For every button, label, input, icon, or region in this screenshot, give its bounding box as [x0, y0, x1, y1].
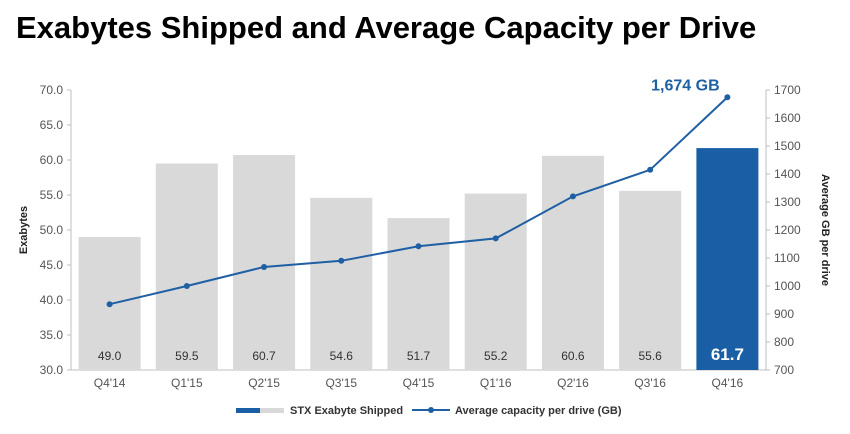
bar-value-label: 55.2: [484, 349, 508, 363]
bar-value-label: 51.7: [407, 349, 431, 363]
bar-value-label: 59.5: [175, 349, 199, 363]
y-axis-title: Exabytes: [18, 206, 30, 254]
legend-label-line: Average capacity per drive (GB): [455, 405, 622, 417]
right-tick-label: 1200: [774, 223, 801, 237]
x-tick-label: Q4'15: [403, 376, 435, 390]
right-tick-label: 1700: [774, 83, 801, 97]
line-point-3: [338, 257, 345, 264]
bar-2: [233, 155, 296, 370]
left-tick-label: 35.0: [40, 328, 64, 342]
right-tick-label: 1300: [774, 195, 801, 209]
bar-4: [387, 218, 450, 370]
legend-swatch-highlight: [236, 408, 260, 413]
chart-title: Exabytes Shipped and Average Capacity pe…: [16, 10, 757, 45]
bar-value-label: 61.7: [711, 345, 744, 364]
bar-value-label: 60.7: [252, 349, 276, 363]
line-point-8: [724, 94, 731, 101]
bar-value-label: 54.6: [330, 349, 354, 363]
line-series: [106, 94, 731, 308]
left-tick-label: 65.0: [40, 118, 64, 132]
left-tick-label: 30.0: [40, 363, 64, 377]
bar-5: [464, 193, 527, 370]
right-tick-label: 1600: [774, 111, 801, 125]
bar-6: [541, 155, 604, 370]
line-point-2: [261, 263, 268, 270]
left-tick-label: 45.0: [40, 258, 64, 272]
line-point-5: [492, 235, 499, 242]
bar-value-label: 49.0: [98, 349, 122, 363]
x-tick-label: Q1'15: [171, 376, 203, 390]
x-tick-label: Q3'16: [634, 376, 666, 390]
left-tick-label: 40.0: [40, 293, 64, 307]
bar-8: [696, 148, 759, 370]
bar-series: [78, 148, 759, 370]
line-point-1: [183, 283, 190, 289]
line-point-6: [569, 193, 576, 200]
line-point-7: [647, 166, 654, 173]
right-tick-label: 1100: [774, 251, 800, 265]
left-tick-label: 60.0: [40, 153, 64, 167]
left-tick-label: 70.0: [40, 83, 64, 97]
x-tick-label: Q2'15: [248, 376, 280, 390]
bar-7: [619, 190, 682, 370]
right-tick-label: 700: [774, 363, 794, 377]
bar-1: [155, 163, 218, 370]
x-tick-label: Q3'15: [325, 376, 357, 390]
chart-labels: 49.0 59.5 60.7 54.6 51.7 55.2 60.6 55.6 61.7 1,67…: [98, 77, 744, 364]
right-tick-label: 1000: [774, 279, 801, 293]
right-tick-label: 900: [774, 307, 794, 321]
right-tick-label: 1400: [774, 167, 801, 181]
left-tick-label: 50.0: [40, 223, 64, 237]
callout-label: 1,674 GB: [651, 77, 719, 94]
bar-3: [310, 197, 373, 370]
x-tick-label: Q1'16: [480, 376, 512, 390]
legend-swatch-bar: [260, 408, 284, 413]
left-tick-label: 55.0: [40, 188, 64, 202]
x-tick-label: Q4'16: [712, 376, 744, 390]
bar-value-label: 55.6: [638, 349, 662, 363]
x-tick-label: Q4'14: [94, 376, 126, 390]
chart-legend: STX Exabyte Shipped Average capacity per …: [236, 405, 622, 417]
x-tick-label: Q2'16: [557, 376, 589, 390]
line-point-4: [415, 243, 422, 250]
y2-axis-title: Average GB per drive: [819, 174, 831, 286]
legend-marker: [428, 407, 434, 413]
bar-value-label: 60.6: [561, 349, 585, 363]
legend-label-bars: STX Exabyte Shipped: [290, 405, 403, 417]
right-tick-label: 1500: [774, 139, 801, 153]
line-point-0: [106, 301, 113, 308]
right-tick-label: 800: [774, 335, 794, 349]
